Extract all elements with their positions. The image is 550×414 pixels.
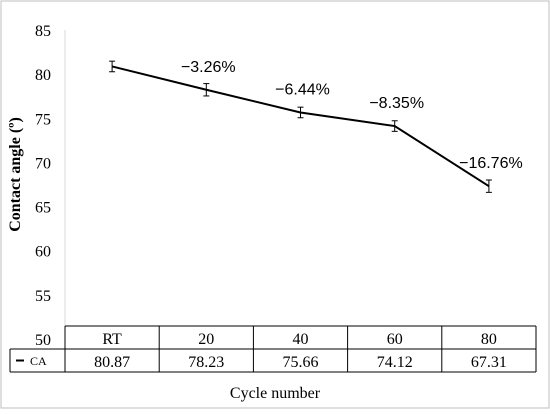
y-tick-label: 85 [35,23,51,40]
chart-border [1,1,549,408]
y-tick-label: 70 [35,155,51,172]
y-axis-title: Contact angle (º) [7,117,24,232]
data-value-label: 75.66 [283,354,319,371]
data-value-label: 78.23 [188,354,224,371]
percent-annotation: −6.44% [275,81,330,98]
y-tick-label: 80 [35,67,51,84]
x-category-label: 60 [387,331,403,348]
data-value-label: 74.12 [377,354,413,371]
x-category-label: 40 [293,331,309,348]
y-tick-label: 75 [35,111,51,128]
x-category-label: 80 [481,331,497,348]
data-value-label: 80.87 [94,354,130,371]
y-tick-label: 55 [35,288,51,305]
percent-annotation: −8.35% [369,95,424,112]
x-category-label: 20 [198,331,214,348]
x-axis-title: Cycle number [230,385,321,402]
legend-label: CA [30,354,47,368]
percent-annotation: −3.26% [181,59,236,76]
y-tick-label: 50 [35,332,51,349]
y-tick-label: 60 [35,244,51,261]
x-category-label: RT [102,331,122,348]
y-tick-label: 65 [35,200,51,217]
percent-annotation: −16.76% [459,155,523,172]
data-value-label: 67.31 [471,354,507,371]
